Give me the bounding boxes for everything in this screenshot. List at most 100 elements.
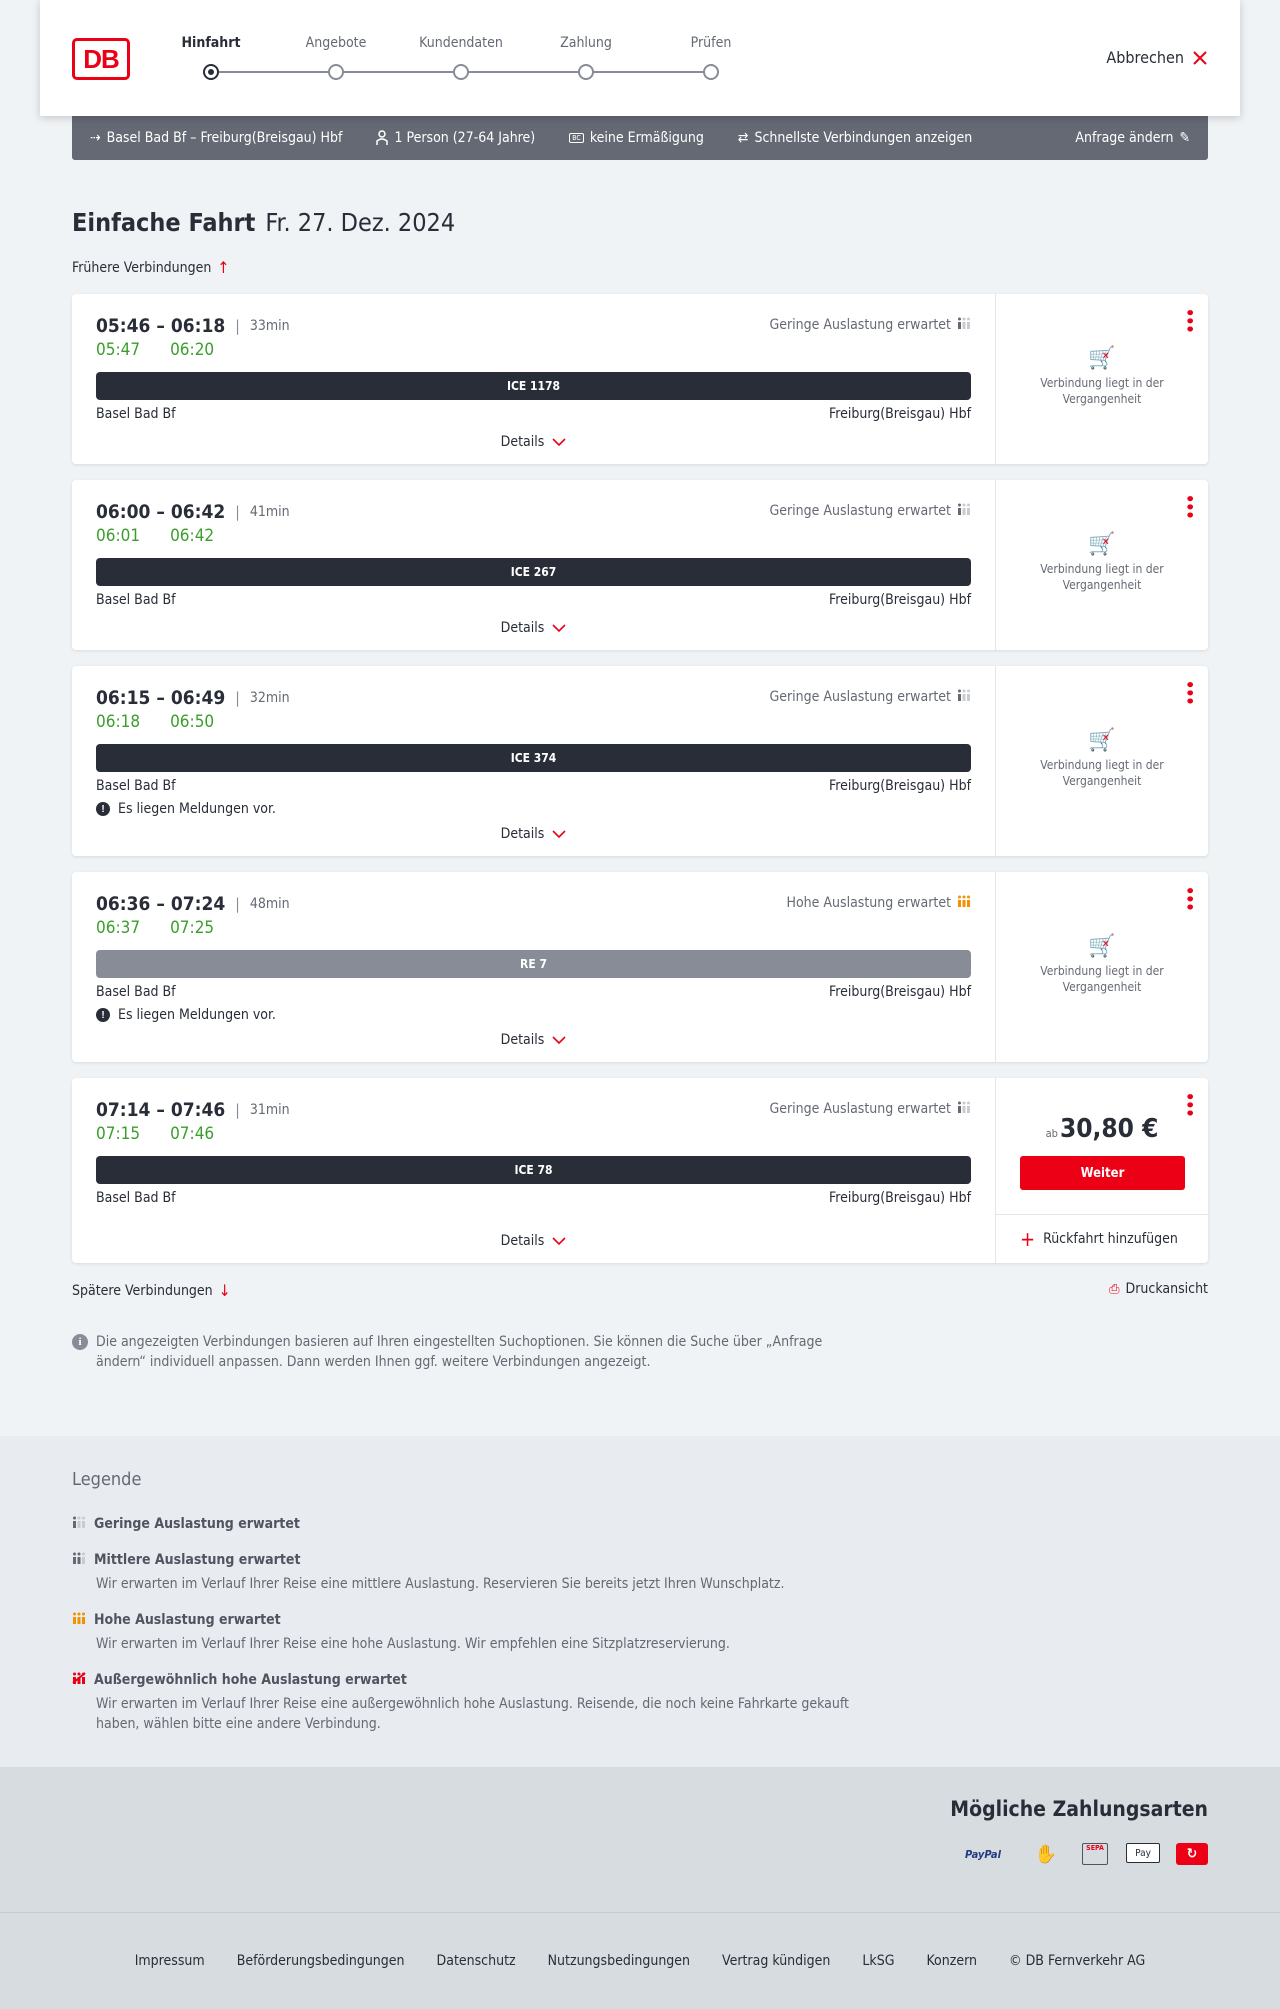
connection-card[interactable]: 05:46 – 06:18 | 33min Geringe Auslastung e… <box>72 294 1208 464</box>
add-return-label: Rückfahrt hinzufügen <box>1043 1231 1178 1247</box>
close-icon <box>1193 50 1207 65</box>
legend-description: Wir erwarten im Verlauf Ihrer Reise eine… <box>96 1576 785 1592</box>
footer-link[interactable]: Beförderungsbedingungen <box>236 1953 405 1969</box>
train-segment-bar: ICE 374 <box>96 744 971 772</box>
details-toggle[interactable]: Details <box>72 826 995 842</box>
legend-description: Wir erwarten im Verlauf Ihrer Reise eine… <box>96 1696 849 1732</box>
legend-item-extreme: Außergewöhnlich hohe Auslastung erwartet… <box>72 1672 856 1734</box>
footer-link[interactable]: Konzern <box>926 1953 977 1969</box>
earlier-connections-link[interactable]: Frühere Verbindungen ↑ <box>72 258 229 277</box>
footer-link: © DB Fernverkehr AG <box>1009 1953 1146 1969</box>
db-bonus-icon: ↻ <box>1176 1843 1208 1865</box>
more-options-icon[interactable]: ••• <box>1180 886 1199 911</box>
connection-card[interactable]: 06:15 – 06:49 | 32min Geringe Auslastung e… <box>72 666 1208 856</box>
departure-station: Basel Bad Bf <box>96 778 176 794</box>
details-toggle[interactable]: Details <box>72 1233 995 1249</box>
arrival-station: Freiburg(Breisgau) Hbf <box>828 984 971 1000</box>
details-label: Details <box>500 1233 545 1249</box>
offer-panel: ••• 🛒 ✕ Verbindung liegt in der Vergangenh… <box>995 480 1208 650</box>
more-options-icon[interactable]: ••• <box>1180 1092 1199 1117</box>
arrival-station: Freiburg(Breisgau) Hbf <box>828 778 971 794</box>
person-icon <box>376 130 389 145</box>
occupancy-label: Geringe Auslastung erwartet <box>769 317 951 333</box>
details-toggle[interactable]: Details <box>72 434 995 450</box>
fastest-label: Schnellste Verbindungen anzeigen <box>754 130 973 146</box>
legend-label: Hohe Auslastung erwartet <box>94 1612 281 1628</box>
legend-label: Mittlere Auslastung erwartet <box>94 1552 301 1568</box>
step-indicator-3 <box>578 64 594 80</box>
occupancy-label: Geringe Auslastung erwartet <box>769 1101 951 1117</box>
details-toggle[interactable]: Details <box>72 1032 995 1048</box>
duration: 31min <box>249 1102 290 1118</box>
cancel-button[interactable]: Abbrechen <box>1106 48 1208 67</box>
details-toggle[interactable]: Details <box>72 620 995 636</box>
train-segment-bar: RE 7 <box>96 950 971 978</box>
realtime-departure: 07:15 <box>96 1124 141 1144</box>
payment-methods-section: Mögliche Zahlungsarten PayPal ✋ SEPA Pay… <box>0 1767 1280 1912</box>
realtime-arrival: 06:50 <box>170 712 215 732</box>
occupancy-low-icon <box>957 503 971 519</box>
info-text: Die angezeigten Verbindungen basieren au… <box>96 1334 823 1370</box>
train-segment-bar: ICE 1178 <box>96 372 971 400</box>
plus-icon: + <box>1020 1227 1036 1251</box>
legend-description: Wir erwarten im Verlauf Ihrer Reise eine… <box>96 1636 730 1652</box>
continue-button[interactable]: Weiter <box>1020 1156 1185 1190</box>
print-label: Druckansicht <box>1125 1281 1208 1297</box>
footer-link[interactable]: Vertrag kündigen <box>722 1953 831 1969</box>
occupancy-low-icon <box>957 317 971 333</box>
more-options-icon[interactable]: ••• <box>1180 494 1199 519</box>
connection-card[interactable]: 07:14 – 07:46 | 31min Geringe Auslastung e… <box>72 1078 1208 1263</box>
edit-query-button[interactable]: Anfrage ändern ✎ <box>1075 130 1190 146</box>
disruption-message: ! Es liegen Meldungen vor. <box>96 1007 971 1023</box>
departure-station: Basel Bad Bf <box>96 984 176 1000</box>
footer-link[interactable]: LkSG <box>862 1953 895 1969</box>
arrival-station: Freiburg(Breisgau) Hbf <box>828 592 971 608</box>
occupancy-high-icon <box>957 895 971 911</box>
discount-label: keine Ermäßigung <box>589 130 704 146</box>
realtime-departure: 06:37 <box>96 918 141 938</box>
legend-label: Geringe Auslastung erwartet <box>94 1516 300 1532</box>
db-logo[interactable]: DB <box>72 38 130 80</box>
legend-item-mid: Mittlere Auslastung erwartet Wir erwarten… <box>72 1552 856 1594</box>
more-options-icon[interactable]: ••• <box>1180 308 1199 333</box>
legend-label: Außergewöhnlich hohe Auslastung erwartet <box>94 1672 407 1688</box>
occupancy-low-icon <box>957 689 971 705</box>
footer-link[interactable]: Datenschutz <box>436 1953 516 1969</box>
sepa-icon: SEPA <box>1082 1843 1108 1865</box>
connection-card[interactable]: 06:00 – 06:42 | 41min Geringe Auslastung e… <box>72 480 1208 650</box>
add-return-button[interactable]: + Rückfahrt hinzufügen <box>996 1214 1208 1263</box>
past-connection-notice: 🛒 ✕ Verbindung liegt in der Vergangenheit <box>996 934 1208 995</box>
realtime-departure: 06:01 <box>96 526 141 546</box>
scheduled-times: 05:46 – 06:18 <box>96 315 226 337</box>
cancel-label: Abbrechen <box>1106 48 1184 67</box>
step-indicator-4 <box>703 64 719 80</box>
details-label: Details <box>500 434 545 450</box>
connection-card[interactable]: 06:36 – 07:24 | 48min Hohe Auslastung erwa… <box>72 872 1208 1062</box>
arrow-right-icon: ⇢ <box>90 130 101 146</box>
realtime-arrival: 06:42 <box>170 526 215 546</box>
footer-link[interactable]: Impressum <box>134 1953 205 1969</box>
paypal-label: PayPal <box>965 1847 1001 1861</box>
edit-query-label: Anfrage ändern <box>1075 130 1174 146</box>
offer-panel: ••• ab30,80 € Weiter + Rückfahrt hinzufüg… <box>995 1078 1208 1263</box>
print-view-link[interactable]: ⎙ Druckansicht <box>1109 1281 1208 1297</box>
duration: 41min <box>249 504 290 520</box>
fastest-filter: ⇄ Schnellste Verbindungen anzeigen <box>738 130 972 146</box>
page-title: Einfache Fahrt Fr. 27. Dez. 2024 <box>72 208 455 237</box>
departure-station: Basel Bad Bf <box>96 1190 176 1206</box>
later-connections-link[interactable]: Spätere Verbindungen ↓ <box>72 1281 231 1300</box>
chevron-down-icon <box>552 437 566 446</box>
departure-station: Basel Bad Bf <box>96 406 176 422</box>
past-text: Verbindung liegt in der Vergangenheit <box>1040 562 1164 592</box>
more-options-icon[interactable]: ••• <box>1180 680 1199 705</box>
details-label: Details <box>500 1032 545 1048</box>
trip-type: Einfache Fahrt <box>72 208 256 237</box>
cart-unavailable-icon: 🛒 ✕ <box>1088 346 1116 371</box>
occupancy-indicator: Hohe Auslastung erwartet <box>787 895 972 911</box>
header: DB Hinfahrt Angebote Kundendaten Zahlung Prü… <box>40 0 1240 116</box>
chevron-down-icon <box>552 829 566 838</box>
train-segment-bar: ICE 78 <box>96 1156 971 1184</box>
footer-link[interactable]: Nutzungsbedingungen <box>547 1953 691 1969</box>
occupancy-low-icon <box>72 1516 86 1532</box>
cart-unavailable-icon: 🛒 ✕ <box>1088 934 1116 959</box>
